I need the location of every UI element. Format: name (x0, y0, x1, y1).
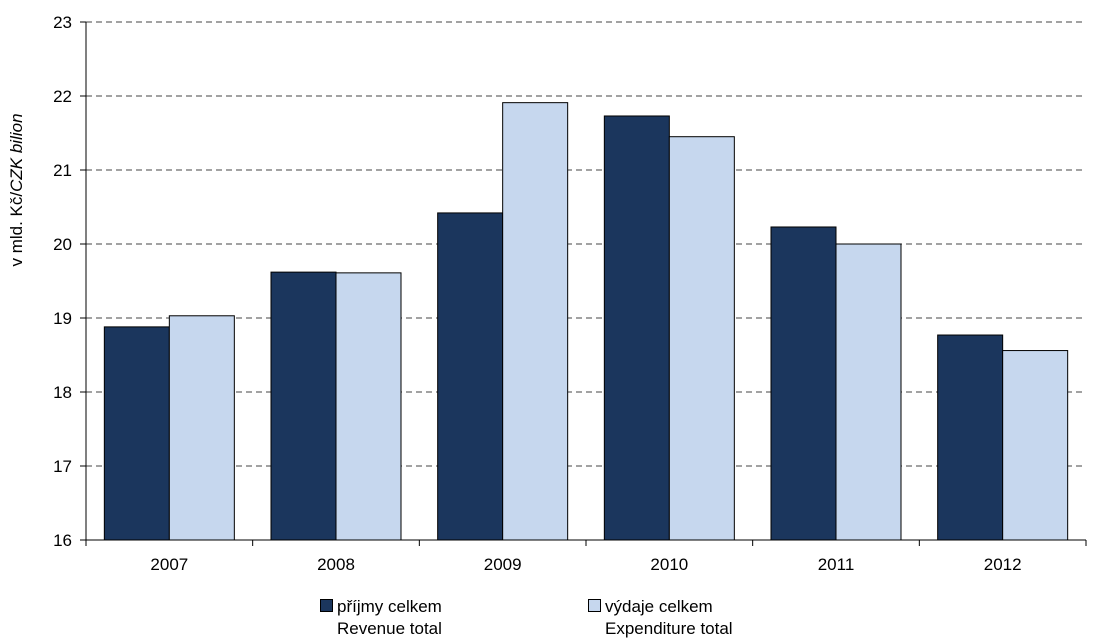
y-tick-label: 21 (53, 161, 72, 180)
bar-expenditure-2012 (1002, 350, 1069, 541)
y-tick-label: 17 (53, 457, 72, 476)
y-tick-label: 23 (53, 13, 72, 32)
x-tick-label: 2010 (650, 555, 688, 574)
x-tick-label: 2009 (484, 555, 522, 574)
bar-expenditure-2008 (335, 272, 402, 541)
legend-label-revenue: příjmy celkem (337, 597, 442, 616)
bar-revenue-2012 (937, 334, 1004, 541)
bar-revenue-2007 (103, 326, 170, 541)
y-tick-labels: 16 17 18 19 20 21 22 23 (53, 13, 72, 550)
axes (80, 21, 1087, 546)
x-tick-labels: 2007 2008 2009 2010 2011 2012 (150, 555, 1021, 574)
y-tick-label: 19 (53, 309, 72, 328)
x-tick-label: 2008 (317, 555, 355, 574)
legend-swatch-revenue (320, 599, 333, 613)
y-tick-label: 20 (53, 235, 72, 254)
y-axis-label: v mld. Kč/CZK bilion (7, 113, 26, 266)
bar-revenue-2010 (603, 115, 670, 541)
y-axis-label-italic: CZK bilion (7, 113, 26, 191)
bar-revenue-2011 (770, 226, 837, 541)
x-tick-label: 2011 (818, 555, 855, 574)
bar-expenditure-2007 (168, 315, 235, 541)
bar-revenue-2008 (270, 271, 337, 541)
legend-sublabel-expenditure: Expenditure total (605, 619, 733, 638)
legend-swatch-expenditure (588, 599, 601, 613)
bar-expenditure-2010 (668, 136, 735, 541)
y-tick-label: 18 (53, 383, 72, 402)
y-axis-label-main: v mld. Kč/ (7, 192, 26, 267)
bar-expenditure-2009 (502, 102, 569, 541)
gridlines (86, 21, 1086, 467)
bar-expenditure-2011 (835, 243, 902, 541)
legend-item-expenditure: výdaje celkem Expenditure total (588, 596, 733, 640)
bar-revenue-2009 (437, 212, 504, 541)
legend-sublabel-revenue: Revenue total (337, 619, 442, 638)
legend-item-revenue: příjmy celkem Revenue total (320, 596, 442, 640)
y-tick-label: 22 (53, 87, 72, 106)
x-tick-label: 2007 (150, 555, 188, 574)
legend-label-expenditure: výdaje celkem (605, 597, 713, 616)
x-tick-label: 2012 (984, 555, 1022, 574)
bars (103, 102, 1069, 541)
y-tick-label: 16 (53, 531, 72, 550)
